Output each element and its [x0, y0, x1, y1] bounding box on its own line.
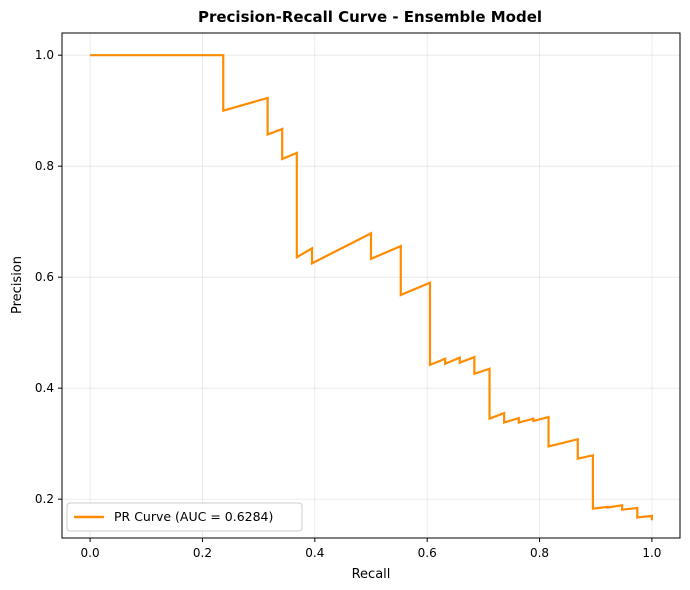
x-axis: 0.0 0.2 0.4 0.6 0.8 1.0 [81, 538, 661, 560]
x-tick-label: 0.8 [530, 546, 549, 560]
pr-curve-line [90, 54, 654, 521]
y-tick-label: 0.6 [35, 270, 54, 284]
y-tick-label: 0.4 [35, 381, 54, 395]
plot-frame [61, 32, 681, 539]
y-tick-label: 0.2 [35, 492, 54, 506]
x-tick-label: 1.0 [642, 546, 661, 560]
legend-label: PR Curve (AUC = 0.6284) [114, 509, 273, 524]
legend: PR Curve (AUC = 0.6284) [66, 502, 303, 532]
y-tick-label: 1.0 [35, 48, 54, 62]
x-axis-label: Recall [352, 567, 391, 582]
y-axis: 0.2 0.4 0.6 0.8 1.0 [35, 48, 62, 506]
chart-title: Precision-Recall Curve - Ensemble Model [198, 8, 542, 26]
plot-area [90, 54, 654, 521]
y-tick-label: 0.8 [35, 159, 54, 173]
y-axis-label: Precision [10, 256, 25, 314]
x-tick-label: 0.2 [193, 546, 212, 560]
legend-box [66, 502, 303, 532]
x-tick-label: 0.6 [418, 546, 437, 560]
x-tick-label: 0.0 [81, 546, 100, 560]
x-tick-label: 0.4 [305, 546, 324, 560]
